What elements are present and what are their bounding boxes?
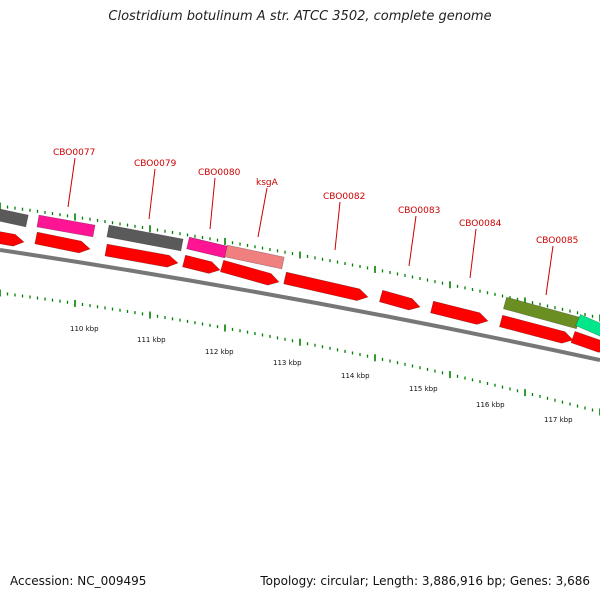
gene-label: CBO0080: [198, 168, 241, 178]
map-title: Clostridium botulinum A str. ATCC 3502, …: [108, 9, 492, 24]
gene-label: CBO0083: [398, 206, 440, 216]
gene-arrow[interactable]: [36, 214, 96, 238]
gene-leader-line: [148, 168, 156, 220]
gene-leader-line: [334, 201, 341, 251]
kbp-label: 110 kbp: [70, 325, 99, 333]
gene-track: [0, 207, 600, 353]
kbp-label: 115 kbp: [409, 385, 438, 393]
genome-backbone: [0, 248, 600, 362]
gene-leader-line: [67, 157, 76, 208]
upper-tick-track: [0, 202, 600, 322]
gene-label: CBO0082: [323, 192, 365, 202]
gene-arrow[interactable]: [186, 236, 228, 259]
gene-leader-line: [469, 228, 477, 279]
gene-arrow[interactable]: [0, 207, 29, 228]
gene-label: CBO0084: [459, 219, 502, 229]
gene-arrow[interactable]: [499, 314, 574, 344]
lower-tick-track: [0, 289, 600, 416]
kbp-labels: 110 kbp 111 kbp 112 kbp 113 kbp 114 kbp 115 k…: [70, 325, 573, 424]
gene-arrow[interactable]: [104, 243, 179, 268]
kbp-label: 114 kbp: [341, 372, 370, 380]
accession-text: Accession: NC_009495: [10, 574, 147, 588]
kbp-label: 116 kbp: [476, 401, 505, 409]
gene-arrow[interactable]: [224, 244, 285, 270]
genome-info-text: Topology: circular; Length: 3,886,916 bp…: [260, 574, 590, 588]
gene-label: ksgA: [256, 178, 279, 188]
gene-label: CBO0077: [53, 148, 95, 158]
gene-arrow[interactable]: [283, 271, 369, 301]
gene-leader-line: [257, 187, 268, 238]
gene-arrow[interactable]: [430, 300, 489, 325]
kbp-label: 117 kbp: [544, 416, 573, 424]
gene-leader-line: [408, 215, 417, 267]
gene-arrow[interactable]: [34, 231, 91, 254]
gene-arrow[interactable]: [379, 289, 421, 311]
gene-arrow[interactable]: [0, 230, 25, 247]
gene-arrow[interactable]: [575, 314, 600, 340]
gene-label: CBO0079: [134, 159, 177, 169]
gene-leader-line: [545, 245, 554, 296]
gene-leader-line: [209, 177, 216, 230]
kbp-label: 111 kbp: [137, 336, 166, 344]
gene-arrow[interactable]: [220, 259, 280, 286]
gene-arrow[interactable]: [106, 224, 184, 252]
gene-arrow[interactable]: [182, 254, 221, 274]
gene-labels: CBO0077 CBO0079 CBO0080 ksgA CBO0082 CBO0083 C…: [53, 148, 578, 296]
kbp-label: 112 kbp: [205, 348, 234, 356]
gene-arrow[interactable]: [570, 330, 600, 353]
gene-label: CBO0085: [536, 236, 578, 246]
kbp-label: 113 kbp: [273, 359, 302, 367]
